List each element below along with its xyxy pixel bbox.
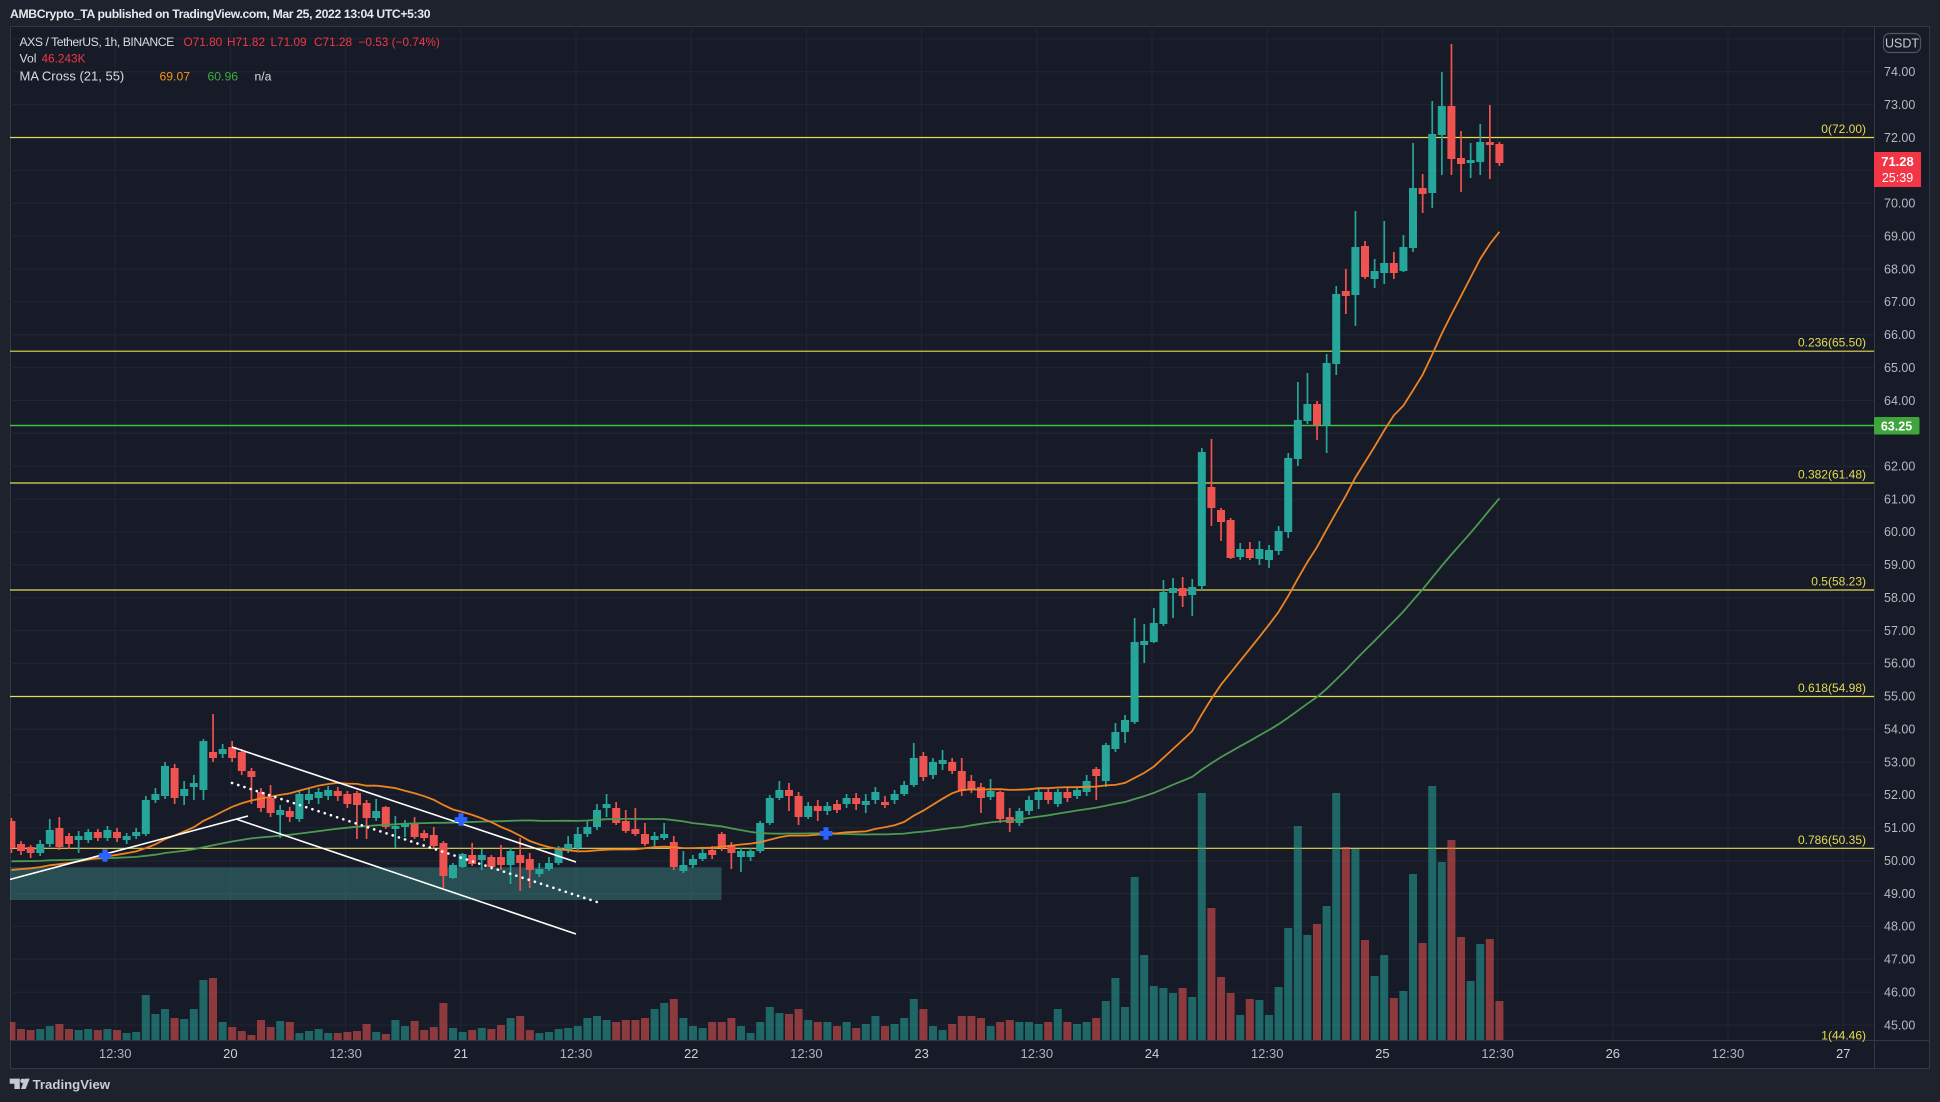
svg-text:L71.09: L71.09 [271, 35, 307, 49]
svg-text:12:30: 12:30 [790, 1046, 823, 1061]
svg-text:n/a: n/a [255, 70, 272, 84]
svg-text:47.00: 47.00 [1884, 953, 1915, 967]
svg-text:24: 24 [1145, 1046, 1159, 1061]
svg-text:H71.82: H71.82 [227, 35, 265, 49]
svg-text:AMBCrypto_TA published on Trad: AMBCrypto_TA published on TradingView.co… [10, 7, 431, 21]
svg-text:26: 26 [1606, 1046, 1620, 1061]
svg-text:65.00: 65.00 [1884, 361, 1915, 375]
svg-text:57.00: 57.00 [1884, 624, 1915, 638]
svg-text:61.00: 61.00 [1884, 492, 1915, 506]
svg-text:63.25: 63.25 [1881, 420, 1912, 434]
svg-text:USDT: USDT [1885, 37, 1919, 51]
svg-text:66.00: 66.00 [1884, 328, 1915, 342]
svg-text:12:30: 12:30 [1481, 1046, 1514, 1061]
svg-text:54.00: 54.00 [1884, 722, 1915, 736]
svg-text:60.96: 60.96 [208, 70, 239, 84]
svg-text:TradingView: TradingView [33, 1077, 111, 1092]
svg-text:58.00: 58.00 [1884, 591, 1915, 605]
svg-text:53.00: 53.00 [1884, 755, 1915, 769]
svg-text:67.00: 67.00 [1884, 295, 1915, 309]
svg-text:12:30: 12:30 [99, 1046, 132, 1061]
svg-text:50.00: 50.00 [1884, 854, 1915, 868]
svg-text:68.00: 68.00 [1884, 262, 1915, 276]
svg-text:73.00: 73.00 [1884, 98, 1915, 112]
svg-text:21: 21 [454, 1046, 468, 1061]
svg-text:0.5(58.23): 0.5(58.23) [1811, 575, 1866, 589]
svg-text:48.00: 48.00 [1884, 920, 1915, 934]
svg-text:Vol: Vol [20, 52, 37, 66]
svg-text:22: 22 [684, 1046, 698, 1061]
svg-text:64.00: 64.00 [1884, 394, 1915, 408]
svg-text:60.00: 60.00 [1884, 525, 1915, 539]
svg-text:59.00: 59.00 [1884, 558, 1915, 572]
svg-text:45.00: 45.00 [1884, 1018, 1915, 1032]
svg-text:69.00: 69.00 [1884, 229, 1915, 243]
svg-text:O71.80: O71.80 [184, 35, 223, 49]
svg-text:AXS / TetherUS, 1h, BINANCE: AXS / TetherUS, 1h, BINANCE [20, 35, 175, 49]
svg-text:72.00: 72.00 [1884, 131, 1915, 145]
svg-text:70.00: 70.00 [1884, 197, 1915, 211]
svg-text:12:30: 12:30 [329, 1046, 362, 1061]
svg-text:1(44.46): 1(44.46) [1821, 1029, 1866, 1043]
svg-text:12:30: 12:30 [560, 1046, 593, 1061]
svg-text:56.00: 56.00 [1884, 657, 1915, 671]
svg-text:71.28: 71.28 [1881, 154, 1914, 169]
svg-text:12:30: 12:30 [1712, 1046, 1745, 1061]
svg-text:49.00: 49.00 [1884, 887, 1915, 901]
svg-text:46.00: 46.00 [1884, 985, 1915, 999]
svg-text:0.382(61.48): 0.382(61.48) [1798, 468, 1866, 482]
svg-text:0.618(54.98): 0.618(54.98) [1798, 681, 1866, 695]
svg-text:27: 27 [1836, 1046, 1850, 1061]
svg-text:12:30: 12:30 [1251, 1046, 1284, 1061]
svg-text:0.786(50.35): 0.786(50.35) [1798, 833, 1866, 847]
svg-text:−0.53 (−0.74%): −0.53 (−0.74%) [359, 35, 440, 49]
svg-text:C71.28: C71.28 [314, 35, 352, 49]
svg-text:55.00: 55.00 [1884, 690, 1915, 704]
svg-text:23: 23 [914, 1046, 928, 1061]
svg-text:52.00: 52.00 [1884, 788, 1915, 802]
svg-text:12:30: 12:30 [1021, 1046, 1054, 1061]
svg-text:0.236(65.50): 0.236(65.50) [1798, 336, 1866, 350]
svg-text:69.07: 69.07 [160, 70, 191, 84]
svg-text:MA Cross (21, 55): MA Cross (21, 55) [20, 69, 125, 84]
svg-text:51.00: 51.00 [1884, 821, 1915, 835]
svg-text:25:39: 25:39 [1882, 171, 1913, 185]
svg-text:20: 20 [223, 1046, 237, 1061]
svg-text:62.00: 62.00 [1884, 460, 1915, 474]
svg-text:46.243K: 46.243K [42, 52, 86, 66]
svg-text:74.00: 74.00 [1884, 65, 1915, 79]
svg-text:25: 25 [1375, 1046, 1389, 1061]
svg-text:0(72.00): 0(72.00) [1821, 122, 1866, 136]
